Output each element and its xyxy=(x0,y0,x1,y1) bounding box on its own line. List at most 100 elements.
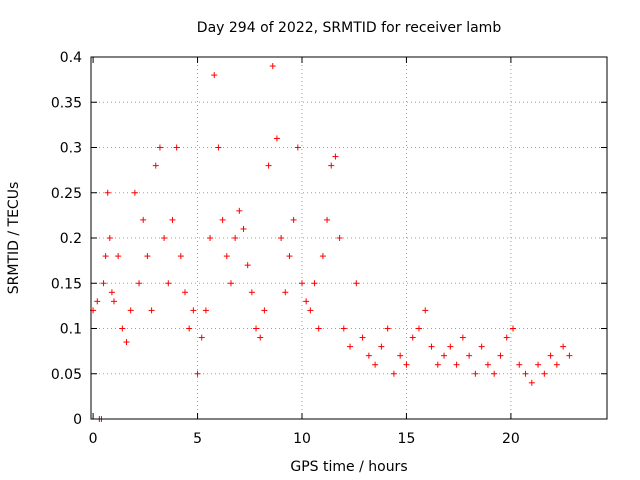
data-point xyxy=(244,262,251,269)
data-point xyxy=(347,343,354,350)
data-point xyxy=(223,253,230,260)
data-point xyxy=(108,289,115,296)
data-point xyxy=(115,253,122,260)
data-point xyxy=(278,235,285,241)
data-point xyxy=(194,370,201,377)
data-point xyxy=(211,72,218,79)
data-point xyxy=(307,307,314,314)
data-point xyxy=(232,235,239,241)
data-point xyxy=(273,135,280,142)
data-point xyxy=(127,307,134,314)
x-tick-label: 10 xyxy=(293,431,311,447)
data-point xyxy=(144,253,151,260)
y-tick-label: 0.05 xyxy=(51,367,82,383)
data-point xyxy=(497,352,504,359)
data-point xyxy=(182,289,189,296)
y-tick-label: 0.3 xyxy=(60,141,82,157)
data-point xyxy=(560,343,567,350)
data-point xyxy=(190,307,197,314)
data-point xyxy=(503,334,510,341)
data-point xyxy=(102,253,109,260)
data-point xyxy=(110,298,117,305)
data-point xyxy=(148,307,155,314)
data-point xyxy=(282,289,289,296)
data-point xyxy=(441,352,448,359)
y-tick-label: 0.25 xyxy=(51,186,82,202)
data-point xyxy=(315,325,322,332)
data-point xyxy=(207,235,214,241)
data-point xyxy=(202,307,209,314)
data-point xyxy=(384,325,391,332)
data-point xyxy=(286,253,293,260)
data-point xyxy=(311,280,318,287)
data-point xyxy=(409,334,416,341)
x-tick-label: 20 xyxy=(502,431,520,447)
data-point xyxy=(547,352,554,359)
grid-layer xyxy=(91,57,607,419)
data-point xyxy=(340,325,347,332)
data-point xyxy=(522,370,529,377)
y-tick-label: 0.4 xyxy=(60,50,82,66)
data-point xyxy=(140,216,147,223)
ticks-layer: 0 0.05 0.1 0.15 0.2 0.25 0.3 0.35 0.4 0 5 10 15 20 xyxy=(51,50,607,447)
data-point xyxy=(156,144,163,151)
data-point xyxy=(253,325,260,332)
x-tick-label: 5 xyxy=(193,431,202,447)
data-point xyxy=(484,361,491,368)
data-point xyxy=(261,307,268,314)
data-point xyxy=(397,352,404,359)
data-point xyxy=(422,307,429,314)
data-point xyxy=(215,144,222,151)
data-point xyxy=(378,343,385,350)
data-point xyxy=(466,352,473,359)
data-point xyxy=(131,189,138,196)
data-point xyxy=(303,298,310,305)
data-point xyxy=(491,370,498,377)
data-point xyxy=(403,361,410,368)
data-point xyxy=(478,343,485,350)
y-tick-label: 0.15 xyxy=(51,276,82,292)
data-point xyxy=(240,225,247,232)
data-point xyxy=(541,370,548,377)
data-point xyxy=(265,162,272,169)
data-point xyxy=(248,289,255,296)
data-point xyxy=(553,361,560,368)
data-point xyxy=(509,325,516,332)
data-point xyxy=(165,280,172,287)
data-point xyxy=(106,235,113,241)
data-point xyxy=(173,144,180,151)
data-point xyxy=(294,144,301,151)
data-point xyxy=(169,216,176,223)
data-point xyxy=(535,361,542,368)
data-point xyxy=(100,280,107,287)
data-point xyxy=(186,325,193,332)
x-tick-label: 15 xyxy=(398,431,416,447)
y-axis-label: SRMTID / TECUs xyxy=(6,182,22,295)
data-point xyxy=(566,352,573,359)
data-point xyxy=(328,162,335,169)
data-point xyxy=(336,235,343,241)
chart-title: Day 294 of 2022, SRMTID for receiver lam… xyxy=(197,20,502,36)
data-point xyxy=(123,339,130,346)
data-point xyxy=(453,361,460,368)
points-layer xyxy=(90,63,573,422)
y-tick-label: 0.2 xyxy=(60,231,82,247)
data-point xyxy=(298,280,305,287)
data-point xyxy=(372,361,379,368)
data-point xyxy=(447,343,454,350)
data-point xyxy=(390,370,397,377)
data-point xyxy=(365,352,372,359)
data-point xyxy=(290,216,297,223)
data-point xyxy=(472,370,479,377)
data-point xyxy=(136,280,143,287)
data-point xyxy=(415,325,422,332)
data-point xyxy=(198,334,205,341)
data-point xyxy=(319,253,326,260)
data-point xyxy=(428,343,435,350)
data-point xyxy=(516,361,523,368)
data-point xyxy=(359,334,366,341)
y-tick-label: 0.35 xyxy=(51,95,82,111)
data-point xyxy=(227,280,234,287)
y-tick-label: 0 xyxy=(73,412,82,428)
